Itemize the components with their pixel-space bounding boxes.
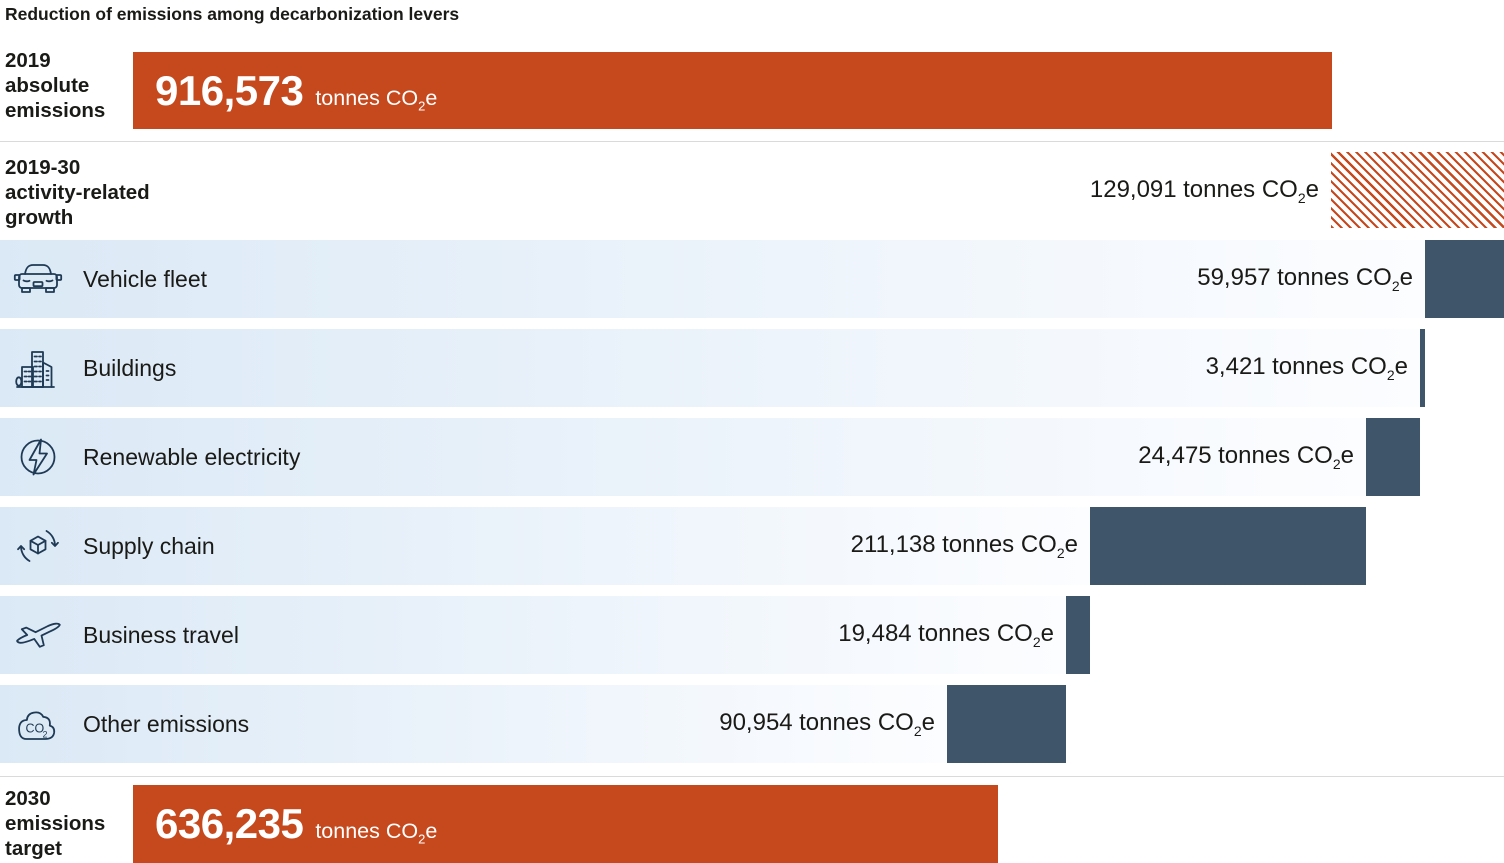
- co2-cloud-icon: CO 2: [18, 711, 56, 740]
- lightning-icon: [20, 438, 56, 476]
- bar-supply-chain: [1090, 507, 1366, 585]
- bar-2019-absolute-emissions: 916,573 tonnes CO2e: [133, 52, 1332, 129]
- value-vehicle-fleet: 59,957 tonnes CO2e: [1197, 264, 1413, 294]
- label-activity-growth: 2019-30 activity-related growth: [5, 156, 150, 229]
- supply-chain-icon: [17, 530, 59, 562]
- value-supply-chain: 211,138 tonnes CO2e: [850, 531, 1078, 561]
- row-vehicle-fleet: Vehicle fleet 59,957 tonnes CO2e: [0, 240, 1425, 318]
- lever-label: Business travel: [83, 621, 239, 648]
- label-2030-emissions-target: 2030 emissions target: [5, 787, 106, 860]
- svg-text:2: 2: [43, 730, 48, 740]
- label-2019-absolute-emissions: 2019 absolute emissions: [5, 49, 106, 122]
- value-activity-growth: 129,091 tonnes CO2e: [1089, 176, 1319, 206]
- lever-label: Supply chain: [83, 532, 215, 559]
- target-unit: tonnes CO2e: [315, 819, 438, 847]
- lever-label: Buildings: [83, 354, 177, 381]
- value-buildings: 3,421 tonnes CO2e: [1205, 353, 1408, 383]
- row-other-emissions: CO 2 Other emissions 90,954 tonnes CO2e: [0, 685, 947, 763]
- value-business-travel: 19,484 tonnes CO2e: [838, 620, 1054, 650]
- car-icon: [13, 264, 63, 293]
- airplane-icon: [16, 622, 61, 648]
- bar-vehicle-fleet: [1425, 240, 1504, 318]
- row-buildings: Buildings 3,421 tonnes CO2e: [0, 329, 1420, 407]
- bar-activity-growth-hatched: [1331, 152, 1504, 228]
- row-renewable-electricity: Renewable electricity 24,475 tonnes CO2e: [0, 418, 1366, 496]
- bar-buildings: [1420, 329, 1425, 407]
- bar-other-emissions: [947, 685, 1066, 763]
- bar-2030-emissions-target: 636,235 tonnes CO2e: [133, 785, 998, 863]
- lever-label: Other emissions: [83, 710, 250, 737]
- divider-bottom: [0, 776, 1504, 777]
- start-value: 916,573: [155, 67, 304, 114]
- row-business-travel: Business travel 19,484 tonnes CO2e: [0, 596, 1066, 674]
- value-renewable-electricity: 24,475 tonnes CO2e: [1138, 442, 1354, 472]
- start-unit: tonnes CO2e: [315, 86, 438, 114]
- svg-text:CO: CO: [26, 722, 45, 736]
- bar-business-travel: [1066, 596, 1090, 674]
- lever-label: Vehicle fleet: [83, 265, 208, 292]
- target-value: 636,235: [155, 800, 304, 847]
- buildings-icon: [15, 351, 55, 388]
- chart-title: Reduction of emissions among decarboniza…: [5, 4, 460, 24]
- lever-label: Renewable electricity: [83, 443, 301, 470]
- bar-renewable-electricity: [1366, 418, 1420, 496]
- row-supply-chain: Supply chain 211,138 tonnes CO2e: [0, 507, 1090, 585]
- value-other-emissions: 90,954 tonnes CO2e: [719, 709, 935, 739]
- divider-top: [0, 141, 1504, 142]
